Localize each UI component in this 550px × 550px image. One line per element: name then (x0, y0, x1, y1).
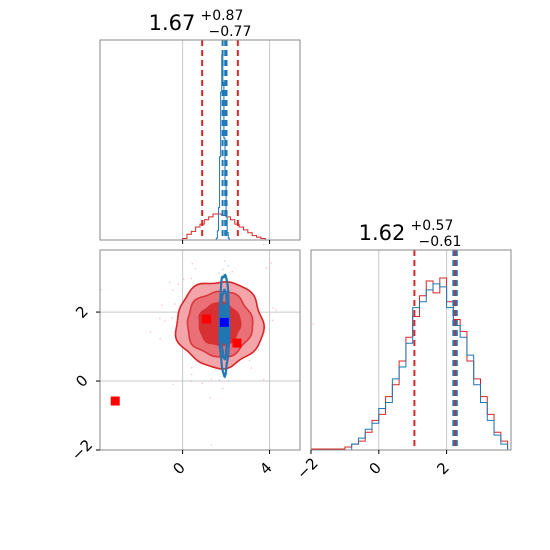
top-title-value: 1.67 (149, 11, 196, 35)
red-sample-dot (174, 303, 176, 305)
red-sample-dot (270, 262, 273, 264)
red-sample-dot (210, 378, 213, 380)
red-sample-dot (177, 283, 180, 286)
red-sample-dot (171, 289, 174, 291)
joint-panel-frame (99, 249, 301, 451)
joint-x-tick-label: 0 (169, 459, 188, 478)
red-sample-dot (262, 243, 265, 246)
red-sample-dot (171, 317, 174, 319)
red-sample-dot (190, 277, 193, 280)
red-sample-dot (209, 396, 211, 399)
red-sample-dot (272, 307, 274, 309)
top-title-minus: −0.77 (208, 24, 251, 40)
red-sample-dot (231, 270, 234, 273)
joint-y-tick-label: 0 (72, 371, 91, 390)
red-sample-dot (265, 267, 268, 269)
red-sample-dot (159, 317, 161, 320)
red-sample-dot (194, 267, 197, 270)
blue-contour-level (218, 273, 231, 379)
joint-x-tick-label: 4 (256, 459, 275, 478)
joint-contour-panel: 0 4 −2 0 2 (68, 243, 314, 478)
red-sample-dot (264, 331, 266, 333)
top-marginal-panel: 1.67 +0.87 −0.77 (99, 5, 301, 244)
right-x-tick-label: 2 (433, 459, 452, 478)
joint-y-tick-label: −2 (68, 436, 96, 464)
blue-sample-dot (226, 373, 229, 375)
red-sample-dot (312, 323, 314, 325)
blue-sample-dot (218, 379, 221, 381)
top-title-plus: +0.87 (200, 8, 243, 24)
joint-y-tick-label: 2 (72, 302, 91, 321)
red-sample-dot (271, 319, 274, 322)
red-sample-dot (190, 380, 193, 382)
blue-sample-dot (218, 272, 220, 274)
right-title-minus: −0.61 (418, 234, 461, 250)
red-sample-dot (182, 278, 185, 280)
right-histogram-step (344, 277, 509, 450)
red-sample-dot (159, 337, 161, 340)
right-x-tick-label: 0 (366, 459, 385, 478)
right-marginal-panel: −2 0 2 1.62 +0.57 −0.61 (293, 215, 512, 483)
blue-sample-dot (221, 387, 224, 390)
red-square-marker (110, 396, 120, 406)
top-histogram-step (215, 54, 230, 240)
right-x-tick-label: −2 (293, 454, 321, 482)
red-sample-dot (210, 444, 213, 446)
red-sample-dot (190, 366, 193, 369)
blue-sample-dot (227, 265, 230, 267)
red-sample-dot (201, 382, 204, 385)
red-sample-dot (161, 304, 163, 307)
red-sample-dot (168, 281, 171, 284)
red-sample-dot (250, 367, 253, 369)
blue-sample-dot (223, 260, 226, 262)
right-histogram-step (344, 283, 509, 451)
red-sample-dot (164, 320, 166, 322)
right-title-plus: +0.57 (410, 218, 453, 234)
red-square-marker (202, 314, 212, 324)
red-sample-dot (275, 309, 277, 311)
red-sample-dot (263, 378, 265, 381)
top-panel-title: 1.67 +0.87 −0.77 (149, 5, 252, 40)
right-panel-title: 1.62 +0.57 −0.61 (359, 215, 462, 250)
top-panel-frame (99, 39, 301, 241)
red-sample-dot (149, 331, 152, 333)
red-sample-dot (190, 373, 193, 376)
right-panel-frame (310, 249, 512, 451)
red-sample-dot (248, 359, 251, 362)
top-histogram-step (178, 213, 266, 241)
blue-sample-dot (222, 268, 224, 271)
red-sample-dot (172, 383, 175, 386)
red-sample-dot (257, 349, 260, 351)
blue-square-marker (219, 317, 229, 327)
red-square-marker (232, 338, 242, 348)
red-sample-dot (268, 313, 271, 316)
right-title-value: 1.62 (359, 221, 406, 245)
red-sample-dot (191, 262, 194, 265)
blue-sample-dot (227, 380, 230, 382)
